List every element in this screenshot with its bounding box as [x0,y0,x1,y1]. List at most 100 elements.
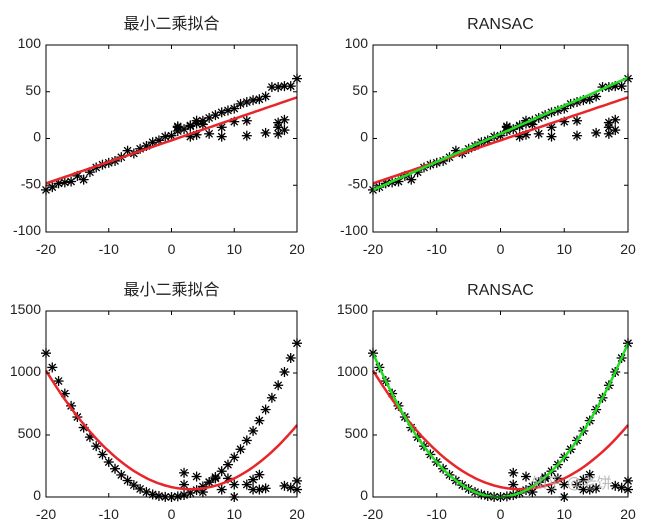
data-point [572,115,582,126]
marker-stroke [579,475,588,484]
marker-stroke [573,131,581,140]
marker-stroke [249,475,258,484]
marker-stroke [611,82,620,91]
x-tick-label: 10 [226,506,242,522]
x-tick-label: 20 [620,506,636,522]
marker-stroke [98,450,107,459]
data-point [235,444,246,455]
data-point [241,479,252,490]
marker-stroke [242,436,251,445]
x-tick-label: 0 [168,241,176,257]
marker-stroke [192,116,201,125]
marker-stroke [617,82,626,91]
marker-stroke [451,146,460,155]
marker-stroke [217,485,226,494]
marker-stroke [509,468,518,477]
data-point [521,471,531,482]
data-point [546,484,557,495]
marker-stroke [230,480,239,489]
marker-stroke [161,132,170,141]
data-point [254,469,265,480]
y-tick-label: -100 [13,222,41,238]
x-tick-label: -20 [36,241,56,257]
data-point [160,131,171,142]
data-point [406,174,417,185]
marker-stroke [198,120,207,129]
data-point [508,467,519,478]
x-tick-label: 10 [556,506,572,522]
y-tick-label: 1500 [10,301,41,317]
marker-stroke [280,368,289,376]
marker-stroke [67,401,76,410]
data-point [241,115,252,126]
marker-stroke [573,116,581,125]
marker-stroke [286,82,295,91]
data-point [266,392,277,403]
marker-stroke [509,480,518,489]
marker-stroke [261,405,270,414]
data-point [279,367,290,378]
marker-stroke [180,480,189,489]
marker-stroke [579,485,588,494]
x-tick-label: -20 [363,241,383,257]
marker-stroke [579,96,588,105]
data-point [172,121,183,132]
least_squares-fit-line [371,369,629,491]
marker-stroke [224,474,232,483]
data-point [66,176,77,187]
data-point [116,469,127,480]
data-point [172,491,183,502]
marker-stroke [154,492,163,500]
marker-stroke [142,488,151,496]
x-tick-label: -10 [427,241,447,257]
marker-stroke [198,488,207,496]
data-point [197,119,208,130]
ransac-fit-line [372,76,629,192]
data-point [248,95,259,106]
marker-stroke [173,122,182,131]
marker-stroke [280,126,289,135]
data-point [273,82,284,93]
y-tick-label: 0 [360,129,368,145]
marker-stroke [217,123,226,132]
marker-stroke [224,460,232,469]
data-point [216,131,227,142]
marker-stroke [242,131,251,140]
data-point [285,81,296,92]
marker-stroke [217,467,226,476]
marker-stroke [547,123,556,132]
data-point [204,128,215,139]
data-point [533,128,544,139]
marker-stroke [267,393,276,402]
marker-stroke [611,126,620,135]
y-tick-label: 1000 [10,363,41,379]
marker-stroke [528,488,537,496]
data-point [216,466,227,477]
x-tick-label: -20 [36,506,56,522]
marker-stroke [205,129,214,138]
axes-box [372,310,629,498]
data-point [78,174,89,185]
marker-stroke [123,476,132,485]
marker-stroke [560,104,569,113]
y-tick-label: 500 [18,425,42,441]
marker-stroke [73,171,82,180]
watermark: 知乎 @老饼 [532,474,612,492]
data-point [59,177,70,188]
marker-stroke [129,481,138,490]
data-point [185,120,196,131]
marker-stroke [261,484,270,493]
marker-stroke [553,474,562,483]
y-tick-label: 500 [345,425,369,441]
marker-stroke [48,183,57,192]
data-point [279,125,290,136]
marker-stroke [255,416,264,425]
marker-stroke [617,483,626,492]
marker-stroke [85,168,94,177]
marker-stroke [585,485,594,494]
data-point [285,352,296,363]
data-point [229,452,240,463]
x-tick-label: 20 [620,241,636,257]
x-tick-label: 0 [497,506,505,522]
